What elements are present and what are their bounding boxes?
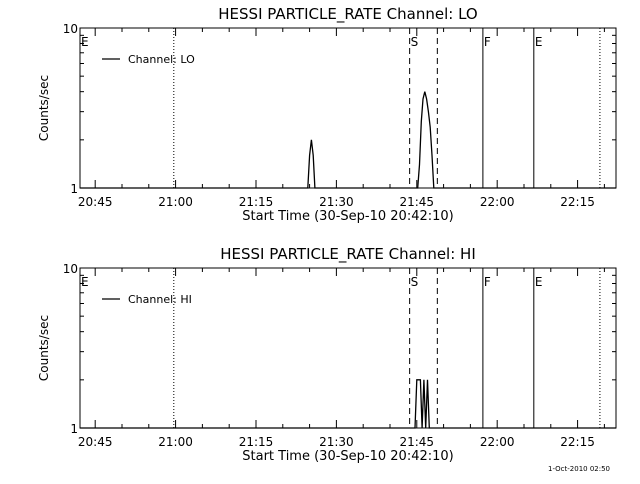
annotation-label: S	[411, 275, 419, 289]
x-tick-label: 21:00	[158, 435, 193, 449]
x-tick-label: 22:00	[480, 435, 515, 449]
plot-frame	[79, 267, 617, 429]
series-line	[80, 91, 616, 189]
annotation-label: E	[81, 35, 89, 49]
chart-panel-2: HESSI PARTICLE_RATE Channel: HI 20:45 21:0…	[37, 245, 617, 464]
y-axis-label: Counts/sec	[37, 75, 51, 141]
annotation-label: F	[484, 35, 491, 49]
y-tick-label: 10	[63, 262, 78, 276]
chart-panel-1: HESSI PARTICLE_RATE Channel: LO 20:45 21:0…	[37, 5, 617, 224]
y-tick-label: 1	[70, 182, 78, 196]
annotation-label: S	[411, 35, 419, 49]
x-tick-label: 20:45	[78, 195, 113, 209]
x-tick-label: 21:30	[319, 435, 354, 449]
chart-title: HESSI PARTICLE_RATE Channel: HI	[220, 245, 476, 264]
x-tick-label: 22:00	[480, 195, 515, 209]
chart-title: HESSI PARTICLE_RATE Channel: LO	[218, 5, 477, 24]
plot-frame	[79, 27, 617, 189]
x-axis-label: Start Time (30-Sep-10 20:42:10)	[242, 449, 453, 464]
x-tick-label: 21:00	[158, 195, 193, 209]
annotation-label: E	[81, 275, 89, 289]
x-tick-label: 20:45	[78, 435, 113, 449]
x-tick-label: 21:15	[239, 195, 274, 209]
series-line	[80, 379, 616, 429]
y-axis-label: Counts/sec	[37, 315, 51, 381]
annotation-label: E	[535, 275, 543, 289]
x-tick-label: 22:15	[560, 435, 595, 449]
x-axis-label: Start Time (30-Sep-10 20:42:10)	[242, 209, 453, 224]
y-tick-label: 10	[63, 22, 78, 36]
footer-timestamp: 1-Oct-2010 02:50	[548, 465, 611, 473]
x-tick-label: 21:30	[319, 195, 354, 209]
x-tick-label: 22:15	[560, 195, 595, 209]
x-tick-label: 21:15	[239, 435, 274, 449]
legend-label: Channel: LO	[128, 53, 195, 66]
y-tick-label: 1	[70, 422, 78, 436]
x-tick-label: 21:45	[399, 195, 434, 209]
annotation-label: E	[535, 35, 543, 49]
x-tick-label: 21:45	[399, 435, 434, 449]
legend-label: Channel: HI	[128, 293, 192, 306]
annotation-label: F	[484, 275, 491, 289]
